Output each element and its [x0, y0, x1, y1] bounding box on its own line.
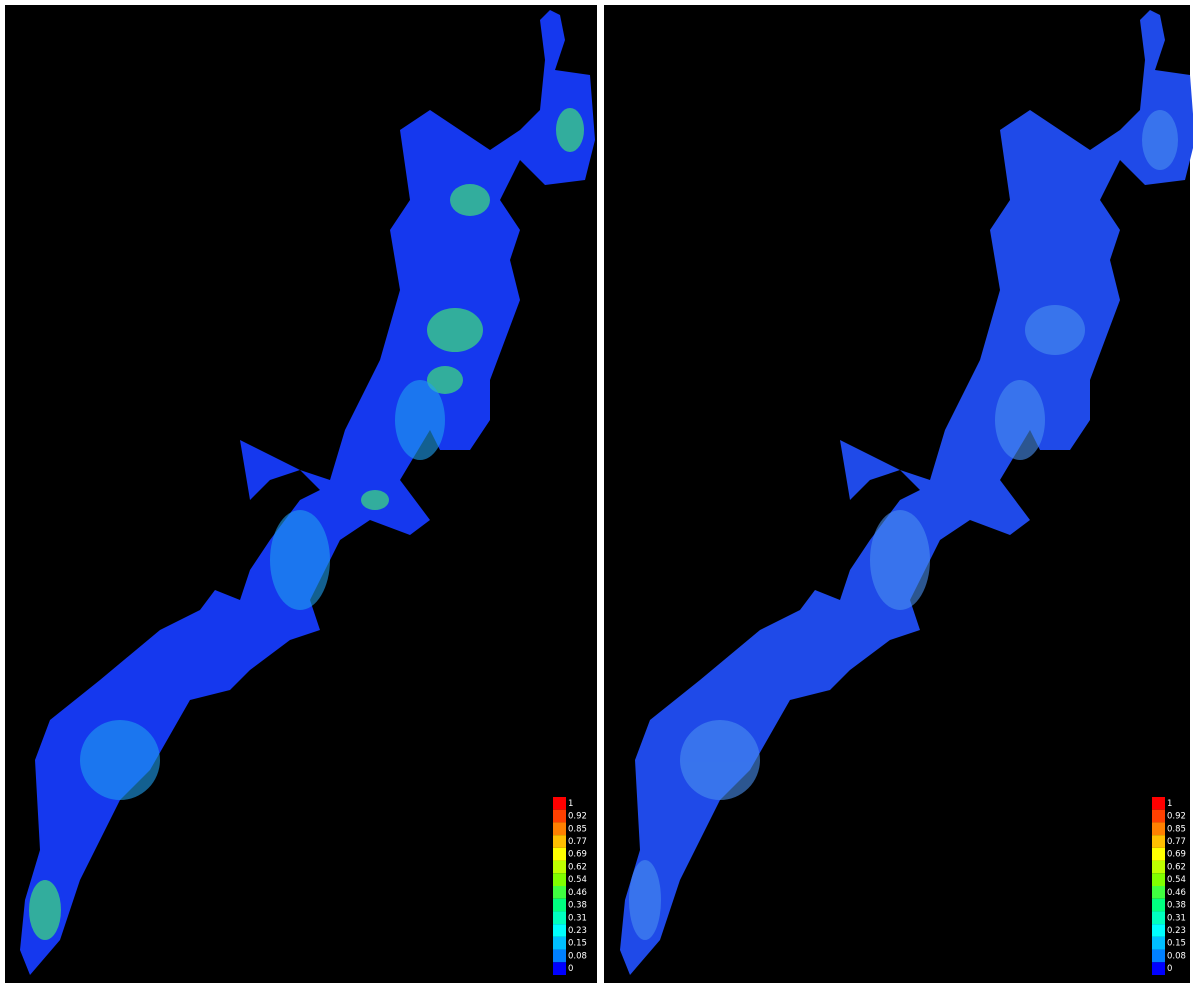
legend-label: 0.38	[568, 901, 587, 911]
legend-label: 0.15	[1167, 939, 1186, 949]
legend-swatch	[1152, 847, 1165, 861]
legend-label: 0.92	[568, 812, 587, 822]
legend-swatch	[553, 962, 566, 975]
legend-label: 0.08	[568, 951, 587, 961]
legend-label: 0.54	[568, 875, 587, 885]
legend-label: 0.92	[1167, 812, 1186, 822]
legend-label: 1	[1167, 799, 1172, 809]
hotspot	[427, 366, 463, 394]
hotspot	[870, 510, 930, 610]
legend-swatch	[1152, 835, 1165, 848]
legend-swatch	[1152, 962, 1165, 975]
hotspot	[29, 880, 61, 940]
legend-label: 0.54	[1167, 875, 1186, 885]
legend-swatch	[553, 797, 566, 810]
legend-label: 1	[568, 799, 573, 809]
legend-swatch	[553, 886, 566, 899]
legend-label: 0.31	[568, 913, 587, 923]
hotspot	[1142, 110, 1178, 170]
legend-swatch	[1152, 797, 1165, 810]
hotspot	[1025, 305, 1085, 355]
legend-swatch	[1152, 873, 1165, 886]
legend-label: 0.77	[568, 837, 587, 847]
legend-swatch	[553, 924, 566, 937]
hotspot	[80, 720, 160, 800]
hotspot	[427, 308, 483, 352]
legend-swatch	[553, 809, 566, 823]
legend-swatch	[553, 898, 566, 912]
legend-swatch	[553, 860, 566, 874]
legend-label: 0.15	[568, 939, 587, 949]
hotspot	[361, 490, 389, 510]
hotspot	[270, 510, 330, 610]
legend-swatch	[553, 835, 566, 848]
legend-label: 0.46	[1167, 888, 1186, 898]
legends: 1 0.92 0.85 0.77 0.69 0.62 0.54 0.46 0.38 0.31 0.2…	[553, 797, 1186, 975]
legend-label: 0.69	[1167, 850, 1186, 860]
hotspot	[450, 184, 490, 216]
legend-swatch	[553, 873, 566, 886]
legend-swatch	[1152, 809, 1165, 823]
legend-swatch	[553, 847, 566, 861]
legend-swatch	[1152, 949, 1165, 963]
legend-label: 0.38	[1167, 901, 1186, 911]
legend-swatch	[1152, 911, 1165, 925]
legend-label: 0.85	[568, 824, 587, 834]
hotspot	[556, 108, 584, 152]
legend-label: 0.62	[568, 862, 587, 872]
legend-swatch	[1152, 886, 1165, 899]
legend-label: 0.23	[568, 926, 587, 936]
legend-swatch	[1152, 898, 1165, 912]
hotspot	[395, 380, 445, 460]
legend-label: 0.08	[1167, 951, 1186, 961]
hotspot	[995, 380, 1045, 460]
hotspot	[680, 720, 760, 800]
legend-swatch	[1152, 860, 1165, 874]
legend-swatch	[553, 949, 566, 963]
legend-label: 0.31	[1167, 913, 1186, 923]
legend-label: 0	[568, 964, 573, 974]
legend-label: 0	[1167, 964, 1172, 974]
legend-label: 0.77	[1167, 837, 1186, 847]
legend-label: 0.46	[568, 888, 587, 898]
legend-swatch	[553, 822, 566, 836]
legend-swatch	[553, 936, 566, 950]
legend-swatch	[553, 911, 566, 925]
hotspot	[629, 860, 661, 940]
legend-label: 0.23	[1167, 926, 1186, 936]
legend-label: 0.69	[568, 850, 587, 860]
legend-label: 0.62	[1167, 862, 1186, 872]
legend-label: 0.85	[1167, 824, 1186, 834]
left-map	[20, 10, 595, 975]
right-map	[620, 10, 1193, 975]
legend-swatch	[1152, 822, 1165, 836]
legend-swatch	[1152, 924, 1165, 937]
legend-swatch	[1152, 936, 1165, 950]
